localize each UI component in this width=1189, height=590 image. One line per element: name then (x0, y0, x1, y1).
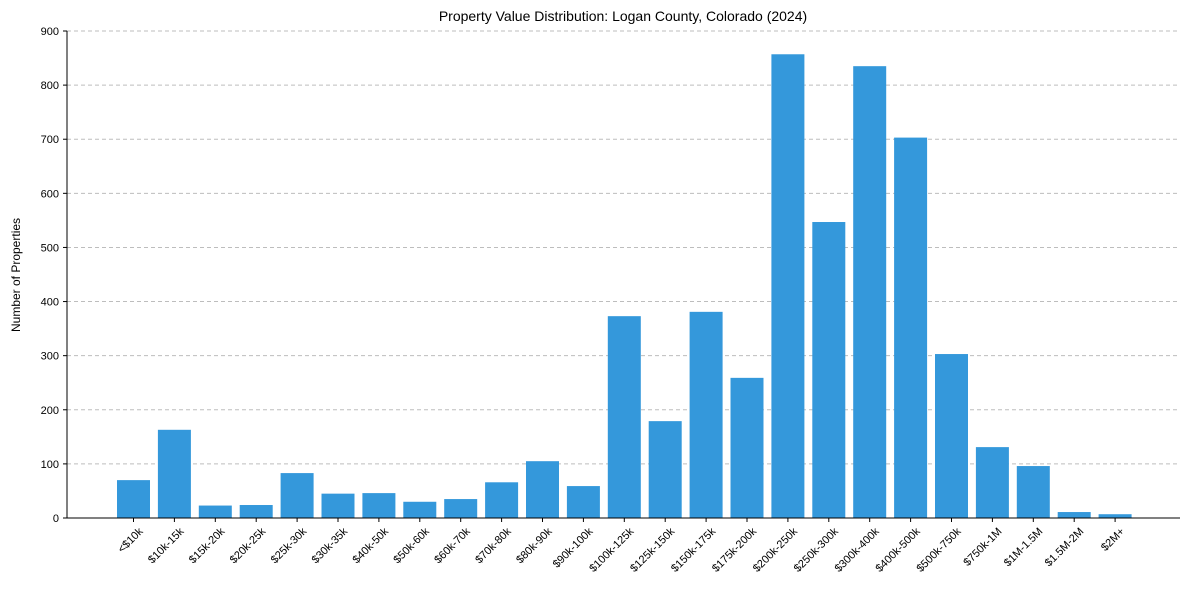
x-tick-label: $2M+ (1099, 526, 1127, 554)
x-tick-label: $40k-50k (351, 525, 392, 566)
y-tick-label: 200 (41, 405, 59, 417)
y-axis-label: Number of Properties (9, 218, 23, 332)
y-tick-label: 0 (53, 513, 59, 525)
bar-17 (812, 222, 846, 519)
bar-8 (444, 499, 478, 518)
bars (117, 54, 1132, 519)
bar-16 (771, 54, 805, 519)
bar-5 (321, 493, 355, 518)
y-tick-label: 600 (41, 188, 59, 200)
x-tick-label: <$10k (116, 525, 146, 555)
bar-18 (853, 66, 887, 518)
bar-20 (935, 354, 968, 518)
bar-2 (198, 505, 232, 518)
x-tick-label: $20k-25k (228, 525, 269, 566)
x-tick-label: $15k-20k (187, 525, 228, 566)
bar-15 (730, 377, 764, 518)
bar-13 (648, 421, 682, 518)
x-tick-label: $500k-750k (914, 525, 963, 574)
grid-lines (67, 30, 1180, 465)
x-tick-label: $30k-35k (310, 525, 351, 566)
y-axis-ticks: 0 100 200 300 400 500 600 700 800 900 (41, 26, 67, 525)
bar-10 (526, 461, 559, 518)
x-axis-ticks: <$10k $10k-15k $15k-20k $20k-25k $25k-30k $30… (116, 518, 1127, 575)
y-tick-label: 900 (41, 26, 59, 38)
bar-4 (280, 473, 314, 518)
x-tick-label: $750k-1M (961, 526, 1004, 569)
x-tick-label: $80k-90k (514, 525, 555, 566)
bar-0 (117, 480, 150, 518)
bar-24 (1098, 514, 1132, 518)
x-tick-label: $1.5M-2M (1043, 526, 1087, 570)
bar-9 (485, 482, 519, 518)
bar-1 (157, 429, 191, 518)
y-tick-label: 800 (41, 80, 59, 92)
bar-6 (362, 493, 396, 518)
y-tick-label: 500 (41, 242, 59, 254)
bar-14 (689, 311, 723, 518)
chart-title: Property Value Distribution: Logan Count… (439, 8, 807, 24)
y-tick-label: 100 (41, 459, 59, 471)
bar-19 (894, 137, 928, 519)
x-tick-label: $1M-1.5M (1002, 526, 1046, 570)
bar-22 (1016, 466, 1050, 518)
bar-12 (607, 316, 641, 518)
y-tick-label: 400 (41, 297, 59, 309)
y-tick-label: 300 (41, 351, 59, 363)
bar-7 (403, 501, 437, 518)
bar-11 (566, 486, 600, 518)
y-tick-label: 700 (41, 134, 59, 146)
bar-23 (1057, 512, 1091, 518)
bar-3 (239, 505, 273, 518)
x-tick-label: $50k-60k (391, 525, 432, 566)
x-tick-label: $70k-80k (473, 525, 514, 566)
bar-21 (975, 447, 1009, 518)
x-tick-label: $60k-70k (432, 525, 473, 566)
axes (66, 31, 1180, 519)
x-tick-label: $10k-15k (146, 525, 187, 566)
x-tick-label: $25k-30k (269, 525, 310, 566)
